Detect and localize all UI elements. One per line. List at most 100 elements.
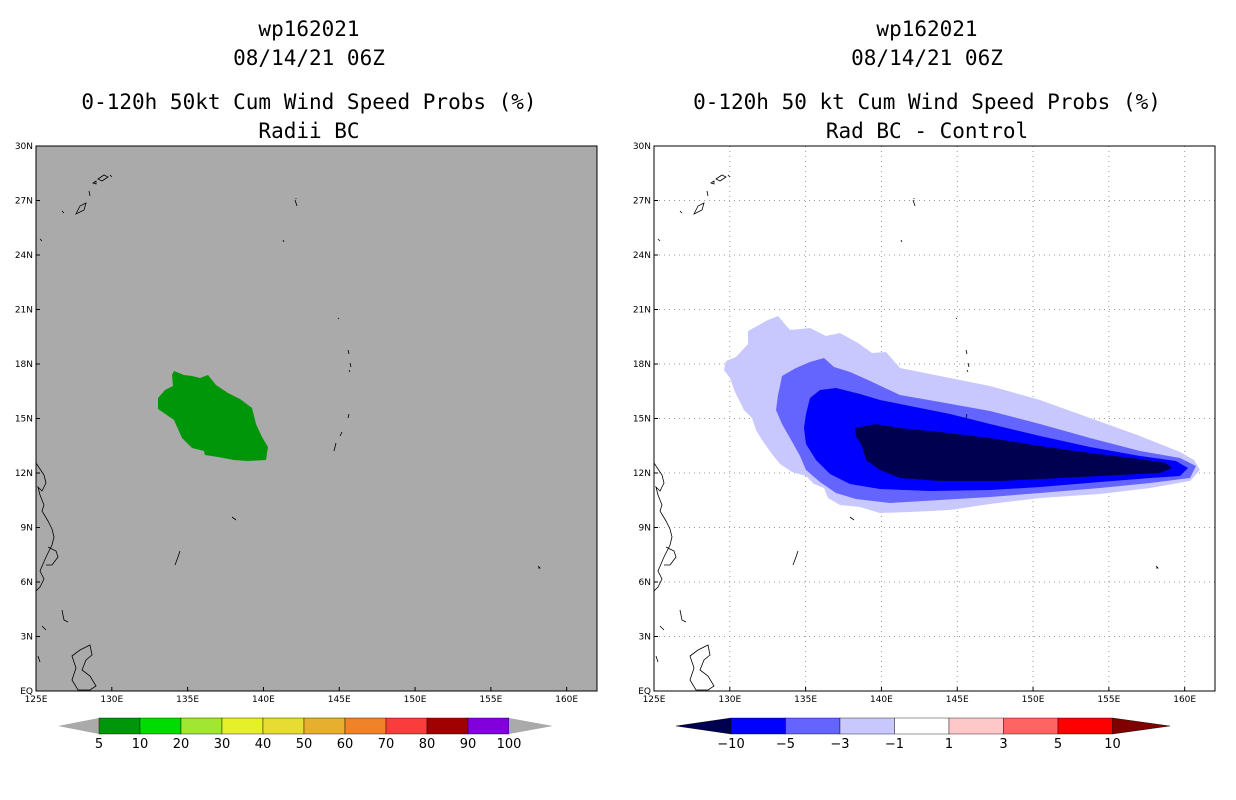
right-lon-tick-label: 125E <box>643 695 666 705</box>
right-colorbar-box <box>1003 717 1059 735</box>
right-lat-tick-label: 12N <box>633 469 651 479</box>
left-colorbar-box <box>221 717 264 735</box>
left-colorbar-label: 10 <box>132 737 149 752</box>
left-panel-title: wp162021 08/14/21 06Z <box>0 15 618 73</box>
right-lat-tick-label: 21N <box>633 306 651 316</box>
left-colorbar-box <box>385 717 428 735</box>
left-lon-tick-label: 155E <box>479 695 502 705</box>
right-lat-tick-label: EQ <box>638 687 651 697</box>
right-lat-tick-label: 9N <box>639 524 651 534</box>
left-lat-tick-label: 3N <box>21 633 33 643</box>
right-lat-tick-label: 6N <box>639 578 651 588</box>
left-colorbar-label: 100 <box>497 737 522 752</box>
left-lon-tick-label: 130E <box>100 695 123 705</box>
right-colorbar-label: 3 <box>999 737 1007 752</box>
left-colorbar-label: 40 <box>255 737 272 752</box>
right-colorbar-label: −1 <box>885 737 904 752</box>
left-lat-tick-label: 18N <box>15 360 33 370</box>
right-colorbar-box <box>839 717 895 735</box>
right-experiment-name: Rad BC - Control <box>825 119 1029 143</box>
right-panel-title: wp162021 08/14/21 06Z <box>618 15 1236 73</box>
left-lat-tick-label: 15N <box>15 415 33 425</box>
left-colorbar-box <box>426 717 469 735</box>
right-diff-area-strongest <box>855 424 1172 481</box>
left-colorbar-label: 90 <box>460 737 477 752</box>
right-colorbar: −10 −5 −3 −1 1 3 5 10 <box>675 717 1171 752</box>
left-colorbar-label: 5 <box>95 737 103 752</box>
left-map: 125E 130E 135E 140E 145E 150E 155E 160E EQ 3N 6N 9N… <box>15 142 598 705</box>
right-colorbar-low-triangle <box>675 717 732 735</box>
right-lat-tick-label: 30N <box>633 142 651 152</box>
right-lat-tick-label: 27N <box>633 197 651 207</box>
left-map-background <box>36 146 597 691</box>
left-colorbar-label: 80 <box>419 737 436 752</box>
left-lon-tick-label: 160E <box>555 695 578 705</box>
right-lon-tick-label: 150E <box>1022 695 1045 705</box>
right-lat-tick-label: 3N <box>639 633 651 643</box>
left-colorbar-box <box>98 717 141 735</box>
left-colorbar-box <box>180 717 223 735</box>
right-storm-id: wp162021 <box>876 17 978 41</box>
right-colorbar-box <box>730 717 786 735</box>
right-colorbar-label: −3 <box>830 737 849 752</box>
left-colorbar-label: 30 <box>214 737 231 752</box>
left-lat-tick-label: 6N <box>21 578 33 588</box>
left-colorbar-box <box>344 717 387 735</box>
left-product-name: 0-120h 50kt Cum Wind Speed Probs (%) <box>81 90 537 114</box>
left-colorbar-box <box>139 717 182 735</box>
left-colorbar-label: 50 <box>296 737 313 752</box>
right-colorbar-box <box>785 717 841 735</box>
left-axis-ticks: 125E 130E 135E 140E 145E 150E 155E 160E EQ 3N 6N 9N… <box>15 142 579 705</box>
left-experiment-name: Radii BC <box>258 119 360 143</box>
right-coastlines <box>653 174 1159 691</box>
left-lon-tick-label: 150E <box>404 695 427 705</box>
right-colorbar-box <box>948 717 1004 735</box>
right-colorbar-label: 1 <box>945 737 953 752</box>
right-map: 125E 130E 135E 140E 145E 150E 155E 160E EQ 3N 6N 9N… <box>633 142 1216 705</box>
right-lon-tick-label: 135E <box>794 695 817 705</box>
left-colorbar-box <box>303 717 346 735</box>
left-lat-tick-label: EQ <box>20 687 33 697</box>
left-colorbar-box <box>262 717 305 735</box>
right-colorbar-label: −10 <box>717 737 744 752</box>
left-lon-tick-label: 145E <box>328 695 351 705</box>
left-coastlines <box>35 174 541 691</box>
right-colorbar-label: −5 <box>776 737 795 752</box>
right-lat-tick-label: 15N <box>633 415 651 425</box>
left-colorbar-box <box>467 717 510 735</box>
left-lon-tick-label: 135E <box>176 695 199 705</box>
left-storm-id: wp162021 <box>258 17 360 41</box>
left-lat-tick-label: 9N <box>21 524 33 534</box>
left-colorbar-low-triangle <box>58 718 99 734</box>
right-panel-subtitle: 0-120h 50 kt Cum Wind Speed Probs (%) Ra… <box>618 88 1236 146</box>
right-lon-tick-label: 140E <box>870 695 893 705</box>
left-lon-tick-label: 125E <box>25 695 48 705</box>
left-colorbar-label: 60 <box>337 737 354 752</box>
left-lat-tick-label: 21N <box>15 306 33 316</box>
left-lat-tick-label: 30N <box>15 142 33 152</box>
right-lon-tick-label: 155E <box>1097 695 1120 705</box>
left-lat-tick-label: 12N <box>15 469 33 479</box>
right-date-time: 08/14/21 06Z <box>851 46 1003 70</box>
right-axis-ticks: 125E 130E 135E 140E 145E 150E 155E 160E EQ 3N 6N 9N… <box>633 142 1197 705</box>
left-colorbar-label: 20 <box>173 737 190 752</box>
right-colorbar-high-triangle <box>1112 717 1171 735</box>
left-lon-tick-label: 140E <box>252 695 275 705</box>
left-colorbar-high-triangle <box>509 718 553 734</box>
right-product-name: 0-120h 50 kt Cum Wind Speed Probs (%) <box>693 90 1161 114</box>
right-colorbar-label: 5 <box>1054 737 1062 752</box>
left-date-time: 08/14/21 06Z <box>233 46 385 70</box>
left-lat-tick-label: 27N <box>15 197 33 207</box>
left-colorbar-label: 70 <box>378 737 395 752</box>
left-lat-tick-label: 24N <box>15 251 33 261</box>
left-panel-subtitle: 0-120h 50kt Cum Wind Speed Probs (%) Rad… <box>0 88 618 146</box>
right-lat-tick-label: 18N <box>633 360 651 370</box>
left-probability-area <box>158 371 268 461</box>
right-colorbar-box <box>1057 717 1113 735</box>
right-lon-tick-label: 130E <box>718 695 741 705</box>
right-colorbar-box <box>894 717 950 735</box>
right-lat-tick-label: 24N <box>633 251 651 261</box>
right-lon-tick-label: 145E <box>946 695 969 705</box>
right-lon-tick-label: 160E <box>1173 695 1196 705</box>
